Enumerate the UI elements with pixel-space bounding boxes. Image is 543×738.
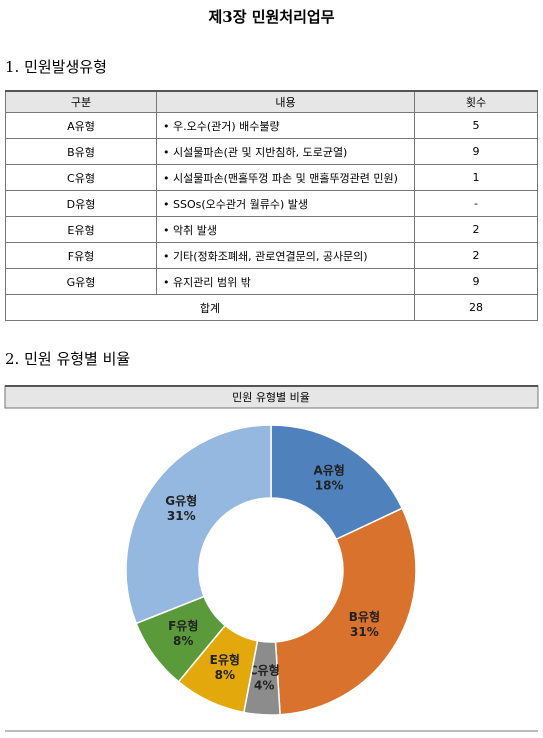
table-row: C유형 • 시설물파손(맨홀뚜껑 파손 및 맨홀뚜껑관련 민원) 1 bbox=[5, 164, 538, 191]
header-row: 구분 내용 횟수 bbox=[5, 90, 538, 113]
header-cell: 구분 bbox=[5, 90, 157, 113]
table-row: B유형 • 시설물파손(관 및 지반침하, 도로균열) 9 bbox=[5, 138, 538, 165]
pie-segment bbox=[270, 424, 404, 541]
segment-label: C유형 bbox=[249, 662, 280, 677]
segment-value: 31% bbox=[167, 509, 196, 523]
table-row: E유형 • 악취 발생 2 bbox=[5, 216, 538, 243]
table: 구분 내용 횟수 A유형 • 우.오수(관거) 배수불량 5 B유형 • 시설물파손(관 및 … bbox=[5, 90, 538, 321]
header-cell: 횟수 bbox=[414, 90, 538, 113]
table-cell: 9 bbox=[414, 268, 538, 295]
table-cell: 9 bbox=[414, 138, 538, 165]
segment-label: A유형 bbox=[313, 462, 344, 477]
table-cell: 5 bbox=[414, 112, 538, 139]
table-row: D유형 • SSOs(오수관거 월류수) 발생 - bbox=[5, 190, 538, 217]
table-cell: • 시설물파손(맨홀뚜껑 파손 및 맨홀뚜껑관련 민원) bbox=[156, 164, 415, 191]
segment-value: 4% bbox=[254, 678, 274, 692]
page-title: 제3장 민원처리업무 bbox=[208, 8, 335, 26]
segment-value: 8% bbox=[173, 634, 193, 648]
section-heading: 2. 민원 유형별 비율 bbox=[5, 350, 131, 368]
table-cell: B유형 bbox=[5, 138, 157, 165]
table-cell: - bbox=[414, 190, 538, 217]
segment-value: 18% bbox=[315, 478, 344, 492]
table-row: F유형 • 기타(정화조폐쇄, 관로연결문의, 공사문의) 2 bbox=[5, 242, 538, 269]
pie-segment bbox=[125, 424, 272, 625]
table-row: A유형 • 우.오수(관거) 배수불량 5 bbox=[5, 112, 538, 139]
segment-label: E유형 bbox=[210, 652, 240, 667]
table-cell: • 악취 발생 bbox=[156, 216, 415, 243]
table-cell: • SSOs(오수관거 월류수) 발생 bbox=[156, 190, 415, 217]
table-cell: • 우.오수(관거) 배수불량 bbox=[156, 112, 415, 139]
segment-label: B유형 bbox=[349, 609, 380, 624]
table-cell: 2 bbox=[414, 216, 538, 243]
header-cell: 내용 bbox=[156, 90, 415, 113]
total-value: 28 bbox=[414, 294, 538, 321]
pie-segment bbox=[274, 507, 417, 716]
segment-value: 31% bbox=[350, 625, 379, 639]
total-label: 합계 bbox=[5, 294, 415, 321]
segment-value: 8% bbox=[215, 668, 235, 682]
section-heading: 1. 민원발생유형 bbox=[5, 58, 107, 76]
table-cell: C유형 bbox=[5, 164, 157, 191]
total-row: 합계 28 bbox=[5, 294, 538, 321]
segment-label: G유형 bbox=[165, 493, 197, 508]
table-cell: 1 bbox=[414, 164, 538, 191]
segment-label: F유형 bbox=[168, 618, 198, 633]
chart-title: 민원 유형별 비율 bbox=[232, 391, 310, 404]
